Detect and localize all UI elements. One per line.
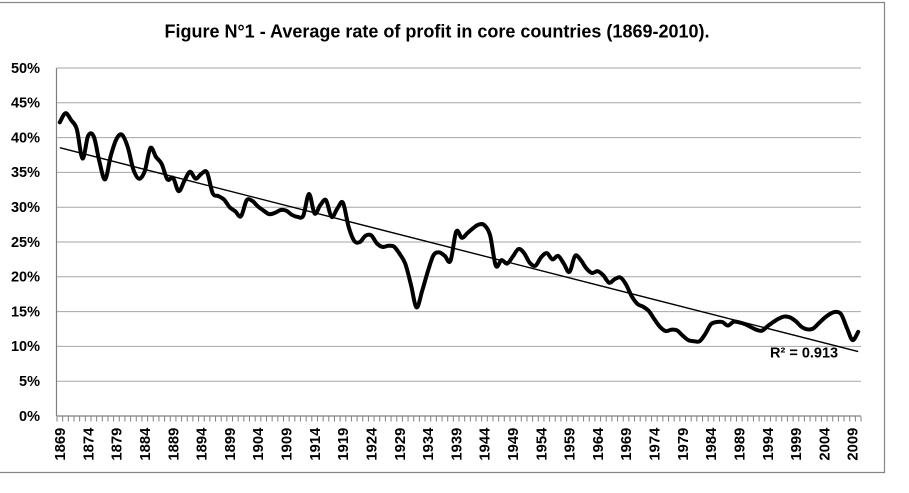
svg-text:1984: 1984 (704, 427, 720, 461)
svg-text:1894: 1894 (195, 427, 211, 461)
svg-text:1959: 1959 (563, 428, 579, 461)
svg-text:40%: 40% (11, 130, 40, 146)
svg-text:1989: 1989 (733, 428, 749, 461)
svg-text:1994: 1994 (761, 427, 777, 461)
svg-text:1904: 1904 (251, 427, 267, 461)
svg-text:2009: 2009 (846, 428, 862, 461)
svg-text:1884: 1884 (138, 427, 154, 461)
svg-text:1999: 1999 (789, 428, 805, 461)
svg-text:1949: 1949 (506, 428, 522, 461)
svg-text:1934: 1934 (421, 427, 437, 461)
svg-text:0%: 0% (19, 409, 40, 425)
svg-text:1939: 1939 (449, 428, 465, 461)
svg-text:1879: 1879 (110, 428, 126, 461)
svg-text:1929: 1929 (393, 428, 409, 461)
svg-text:1944: 1944 (478, 427, 494, 461)
svg-text:R² = 0.913: R² = 0.913 (770, 346, 838, 362)
svg-text:30%: 30% (11, 200, 40, 216)
svg-text:50%: 50% (11, 61, 40, 77)
svg-text:35%: 35% (11, 165, 40, 181)
svg-text:5%: 5% (19, 374, 40, 390)
svg-text:25%: 25% (11, 235, 40, 251)
svg-text:45%: 45% (11, 96, 40, 112)
svg-text:1924: 1924 (365, 427, 381, 461)
svg-text:2004: 2004 (817, 427, 833, 461)
svg-text:Figure N°1 - Average rate of p: Figure N°1 - Average rate of profit in c… (164, 22, 709, 42)
svg-text:1899: 1899 (223, 428, 239, 461)
svg-text:1869: 1869 (53, 428, 69, 461)
svg-text:10%: 10% (11, 339, 40, 355)
svg-text:1974: 1974 (648, 427, 664, 461)
svg-text:20%: 20% (11, 270, 40, 286)
svg-text:1909: 1909 (280, 428, 296, 461)
svg-text:1874: 1874 (81, 427, 97, 461)
svg-text:15%: 15% (11, 304, 40, 320)
svg-text:1979: 1979 (676, 428, 692, 461)
svg-text:1889: 1889 (166, 428, 182, 461)
svg-text:1969: 1969 (619, 428, 635, 461)
svg-text:1919: 1919 (336, 428, 352, 461)
svg-text:1914: 1914 (308, 427, 324, 461)
svg-text:1964: 1964 (591, 427, 607, 461)
svg-text:1954: 1954 (534, 427, 550, 461)
